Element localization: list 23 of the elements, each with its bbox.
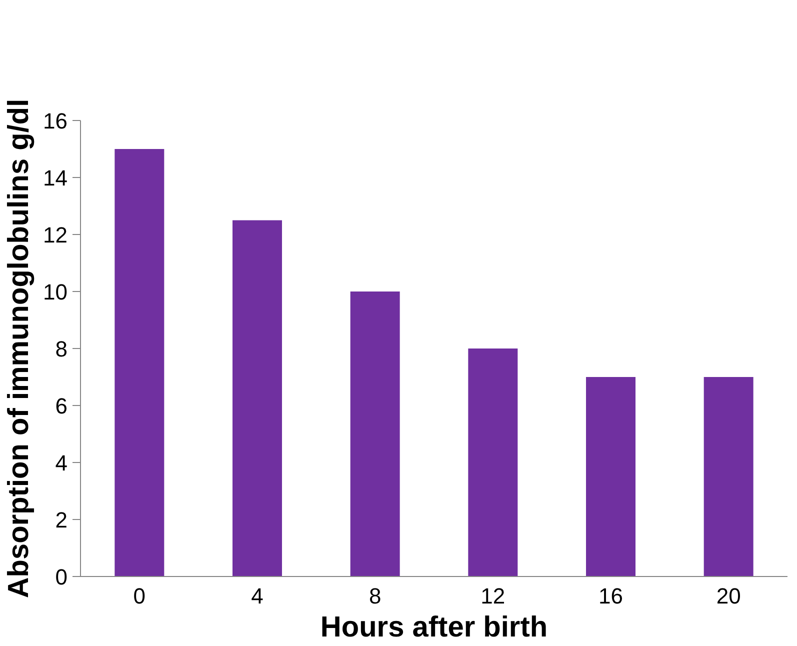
x-axis-title: Hours after birth [320, 612, 548, 644]
x-tick-label: 12 [480, 584, 506, 608]
bar [468, 348, 518, 576]
bar [704, 377, 754, 576]
y-tick-label: 12 [43, 222, 68, 248]
y-tick-label: 14 [43, 166, 68, 190]
y-tick-label: 16 [43, 108, 68, 134]
x-tick-label: 4 [251, 584, 264, 608]
x-tick-label: 16 [598, 584, 623, 608]
y-tick-label: 2 [55, 508, 68, 532]
bar [586, 377, 636, 576]
y-tick-label: 0 [55, 564, 68, 590]
y-tick-label: 6 [55, 394, 68, 418]
y-axis-title: Absorption of immunoglobulins g/dl [3, 98, 36, 598]
y-tick-label: 10 [43, 280, 68, 304]
y-tick-label: 8 [55, 336, 68, 362]
bar [114, 149, 164, 576]
x-tick-label: 20 [716, 584, 741, 608]
x-tick-label: 0 [133, 584, 146, 608]
y-tick-label: 4 [55, 450, 68, 476]
x-tick-label: 8 [368, 584, 382, 608]
bar [232, 220, 282, 576]
bar [350, 292, 400, 576]
